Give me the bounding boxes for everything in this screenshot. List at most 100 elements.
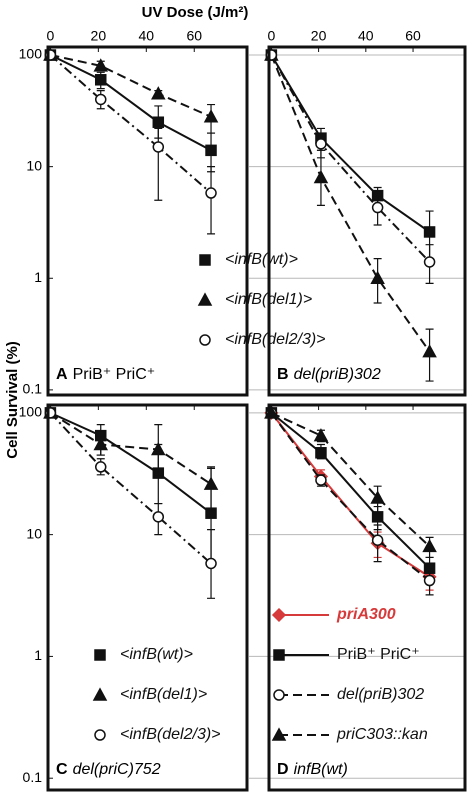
panel-title: infB(wt) xyxy=(294,761,348,778)
panel: 0 20 40 60 B del(priB)302 xyxy=(249,28,467,397)
x-tick-label: 60 xyxy=(186,28,202,44)
y-tick-label: 10 xyxy=(26,525,42,541)
y-tick-label: 0.1 xyxy=(23,381,43,397)
legend-marker xyxy=(94,649,106,661)
y-tick-label: 1 xyxy=(34,269,42,285)
legend-label: priC303::kan xyxy=(336,726,428,743)
series-line xyxy=(270,412,431,569)
y-axis-title: Cell Survival (%) xyxy=(4,341,21,459)
y-tick-label: 100 xyxy=(19,404,43,420)
panel-frame xyxy=(267,403,467,792)
series-line xyxy=(270,54,431,233)
marker-circle xyxy=(152,511,165,523)
marker-circle xyxy=(423,574,436,587)
marker-square xyxy=(94,74,107,86)
marker-triangle xyxy=(370,490,385,504)
marker-triangle xyxy=(422,538,437,553)
marker-square xyxy=(152,116,165,128)
series-line xyxy=(270,411,431,548)
legend-marker xyxy=(199,254,211,266)
marker-square xyxy=(423,226,436,238)
marker-circle xyxy=(423,256,436,268)
panel-frame xyxy=(46,45,249,397)
panel-letter: D xyxy=(277,761,289,778)
panel-letter: C xyxy=(56,761,68,778)
marker-triangle xyxy=(203,476,219,490)
panel-title: del(priC)752 xyxy=(73,761,161,778)
marker-circle xyxy=(371,534,384,546)
legend-marker xyxy=(271,607,287,623)
legend-marker xyxy=(199,334,211,346)
legend-label: del(priB)302 xyxy=(337,686,424,703)
series-line xyxy=(49,54,212,152)
series-line xyxy=(270,54,431,353)
legend-label: <infB(del2/3)> xyxy=(120,726,221,743)
marker-triangle xyxy=(93,436,109,451)
marker-circle xyxy=(205,557,217,570)
marker-square xyxy=(205,144,217,157)
error-bar xyxy=(207,166,216,235)
marker-triangle xyxy=(151,441,166,456)
legend-marker xyxy=(92,687,108,701)
panel-letter: A xyxy=(56,366,68,383)
marker-circle xyxy=(94,461,107,473)
marker-triangle xyxy=(370,270,385,285)
marker-circle xyxy=(315,138,327,150)
series-line xyxy=(50,54,212,118)
marker-square xyxy=(315,447,327,459)
legend-marker xyxy=(271,727,287,741)
y-tick-label: 10 xyxy=(26,157,42,173)
marker-triangle xyxy=(313,428,329,442)
marker-triangle xyxy=(422,344,437,358)
x-tick-label: 40 xyxy=(139,28,155,44)
legend-label: <infB(del1)> xyxy=(120,686,207,703)
series-line xyxy=(49,412,212,485)
panel-frame xyxy=(46,403,249,792)
x-tick-label: 20 xyxy=(91,28,107,44)
marker-circle xyxy=(315,474,327,486)
legend-marker xyxy=(273,649,285,661)
panel-title: del(priB)302 xyxy=(294,366,381,383)
legend-label: <infB(wt)> xyxy=(225,251,298,268)
panel-frame xyxy=(267,45,467,397)
series-line xyxy=(49,54,212,194)
panel-label: A PriB⁺ PriC⁺ xyxy=(56,366,155,383)
marker-triangle xyxy=(203,109,219,123)
series-line xyxy=(49,411,212,514)
marker-circle xyxy=(94,93,107,106)
legend-marker xyxy=(273,689,285,701)
marker-triangle xyxy=(93,58,109,72)
legend-label: <infB(del2/3)> xyxy=(225,331,326,348)
x-tick-label: 60 xyxy=(405,28,421,44)
marker-triangle xyxy=(151,86,166,100)
x-tick-label: 0 xyxy=(267,28,275,44)
x-axis-title: UV Dose (J/m²) xyxy=(142,4,249,21)
panel-letter: B xyxy=(277,366,289,383)
legend-marker xyxy=(197,292,213,306)
legend-label: PriB⁺ PriC⁺ xyxy=(337,646,420,663)
y-tick-label: 100 xyxy=(19,46,43,62)
y-tick-label: 0.1 xyxy=(23,769,43,785)
series-line xyxy=(270,412,431,582)
legend-label: <infB(wt)> xyxy=(120,646,193,663)
marker-circle xyxy=(371,201,384,214)
panel-title: PriB⁺ PriC⁺ xyxy=(73,366,156,383)
error-bar xyxy=(154,127,163,201)
marker-circle xyxy=(205,187,217,199)
y-tick-label: 1 xyxy=(34,647,42,663)
x-tick-label: 0 xyxy=(46,28,54,44)
x-tick-label: 40 xyxy=(358,28,374,44)
legend-marker xyxy=(94,729,106,741)
marker-circle xyxy=(152,141,165,153)
legend-label: priA300 xyxy=(336,606,396,623)
panel: 100 10 1 0.1 <infB(wt)> <infB(del1)> <infB(del… xyxy=(19,403,249,792)
x-tick-label: 20 xyxy=(311,28,327,44)
marker-triangle xyxy=(313,169,329,184)
